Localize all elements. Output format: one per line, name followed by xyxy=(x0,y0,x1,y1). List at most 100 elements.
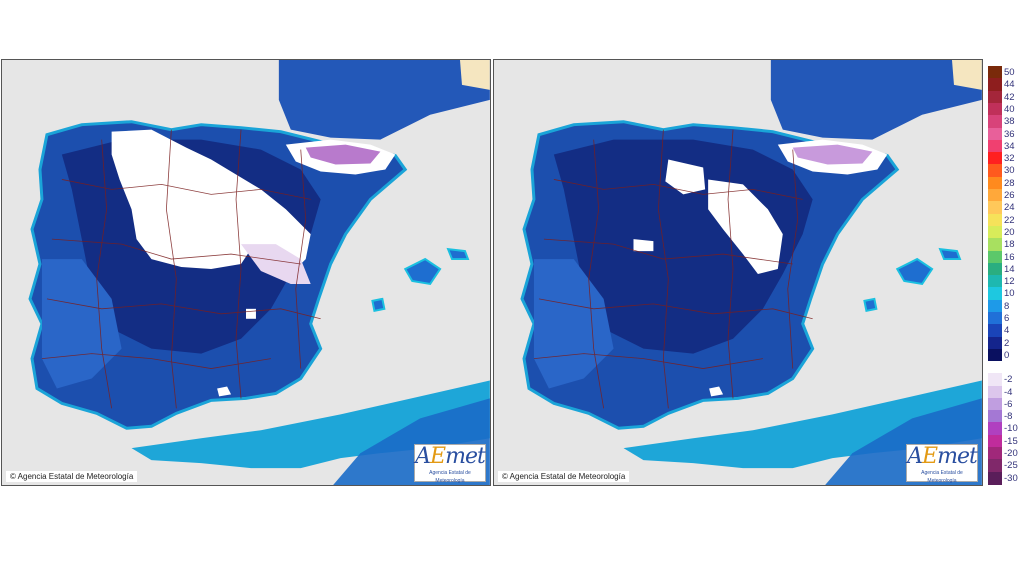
legend-item: -6 xyxy=(988,397,1020,411)
legend-swatch xyxy=(988,299,1002,313)
legend-label: 28 xyxy=(1004,177,1015,189)
legend-item: 2 xyxy=(988,336,1020,350)
legend-swatch xyxy=(988,287,1002,301)
legend-swatch xyxy=(988,397,1002,411)
legend-label: 8 xyxy=(1004,300,1010,312)
aemet-logo: AEmet Agencia Estatal de Meteorología xyxy=(906,444,978,484)
map-panel-left: © Agencia Estatal de Meteorología AEmet … xyxy=(1,59,491,486)
legend-label: -25 xyxy=(1004,460,1018,472)
legend-item: 24 xyxy=(988,201,1020,215)
color-legend: 50 44 42 40 38 36 34 32 30 28 26 24 22 20 18 16 14 12 10 8 6… xyxy=(988,66,1020,486)
legend-label: 44 xyxy=(1004,79,1015,91)
legend-swatch xyxy=(988,201,1002,215)
legend-label: 40 xyxy=(1004,103,1015,115)
legend-swatch xyxy=(988,447,1002,460)
legend-swatch xyxy=(988,78,1002,92)
legend-label: 26 xyxy=(1004,190,1015,201)
legend-item: 34 xyxy=(988,139,1020,153)
temperature-map-right xyxy=(494,60,982,485)
legend-label: -4 xyxy=(1004,386,1013,398)
legend-swatch xyxy=(988,90,1002,104)
legend-swatch xyxy=(988,176,1002,190)
legend-label: 0 xyxy=(1004,349,1010,361)
copyright-label: © Agencia Estatal de Meteorología xyxy=(6,471,138,482)
legend-swatch xyxy=(988,312,1002,325)
legend-item: -10 xyxy=(988,422,1020,436)
legend-swatch xyxy=(988,348,1002,362)
legend-item: 44 xyxy=(988,78,1020,92)
legend-swatch xyxy=(988,471,1002,485)
legend-swatch xyxy=(988,459,1002,473)
logo-text: AEmet xyxy=(415,444,486,469)
legend-swatch xyxy=(988,385,1002,399)
legend-item: 42 xyxy=(988,90,1020,104)
legend-item: 0 xyxy=(988,348,1020,362)
legend-label: 2 xyxy=(1004,337,1010,349)
legend-item: 38 xyxy=(988,115,1020,129)
legend-item: 26 xyxy=(988,189,1020,202)
legend-item: -8 xyxy=(988,410,1020,424)
legend-label: 50 xyxy=(1004,67,1015,78)
legend-swatch xyxy=(988,262,1002,276)
legend-swatch xyxy=(988,115,1002,129)
legend-label: -10 xyxy=(1004,423,1018,435)
legend-item: 14 xyxy=(988,262,1020,276)
logo-subtitle: Agencia Estatal de Meteorología xyxy=(921,470,963,484)
legend-swatch xyxy=(988,225,1002,239)
legend-item: 22 xyxy=(988,213,1020,227)
legend-swatch xyxy=(988,66,1002,79)
legend-label: 34 xyxy=(1004,140,1015,152)
legend-item: 28 xyxy=(988,176,1020,190)
legend-label: -8 xyxy=(1004,411,1013,423)
legend-swatch xyxy=(988,102,1002,116)
legend-label: 24 xyxy=(1004,202,1015,214)
legend-label: -15 xyxy=(1004,435,1018,447)
logo-text: AEmet xyxy=(907,444,978,469)
aemet-logo: AEmet Agencia Estatal de Meteorología xyxy=(414,444,486,484)
legend-label: 32 xyxy=(1004,153,1015,165)
legend-swatch xyxy=(988,189,1002,202)
legend-label: 4 xyxy=(1004,325,1010,337)
legend-item: 40 xyxy=(988,102,1020,116)
legend-item: -15 xyxy=(988,434,1020,448)
legend-swatch xyxy=(988,422,1002,436)
legend-item: 20 xyxy=(988,225,1020,239)
legend-item: -20 xyxy=(988,447,1020,460)
legend-item: -25 xyxy=(988,459,1020,473)
legend-swatch xyxy=(988,213,1002,227)
legend-item: 30 xyxy=(988,164,1020,178)
legend-label: 12 xyxy=(1004,276,1015,288)
copyright-label: © Agencia Estatal de Meteorología xyxy=(498,471,630,482)
legend-label: 10 xyxy=(1004,288,1015,300)
legend-label: 36 xyxy=(1004,128,1015,140)
legend-item: -4 xyxy=(988,385,1020,399)
map-panel-right: © Agencia Estatal de Meteorología AEmet … xyxy=(493,59,983,486)
legend-label: 22 xyxy=(1004,214,1015,226)
legend-swatch xyxy=(988,139,1002,153)
legend-item: 6 xyxy=(988,312,1020,325)
legend-label: 30 xyxy=(1004,165,1015,177)
legend-label: 6 xyxy=(1004,313,1010,324)
legend-item: 16 xyxy=(988,250,1020,264)
legend-item: 50 xyxy=(988,66,1020,79)
legend-label: 18 xyxy=(1004,239,1015,251)
legend-item: 32 xyxy=(988,152,1020,166)
legend-item: 8 xyxy=(988,299,1020,313)
legend-label: 20 xyxy=(1004,226,1015,238)
legend-swatch xyxy=(988,238,1002,252)
legend-label: -20 xyxy=(1004,448,1018,459)
logo-subtitle: Agencia Estatal de Meteorología xyxy=(429,470,471,484)
legend-swatch xyxy=(988,127,1002,141)
legend-swatch xyxy=(988,275,1002,289)
temperature-map-left xyxy=(2,60,490,485)
legend-item: 36 xyxy=(988,127,1020,141)
legend-item: -2 xyxy=(988,373,1020,387)
legend-label: 38 xyxy=(1004,116,1015,128)
legend-swatch xyxy=(988,336,1002,350)
legend-swatch xyxy=(988,373,1002,387)
legend-label: 16 xyxy=(1004,251,1015,263)
legend-item: 18 xyxy=(988,238,1020,252)
legend-label: -2 xyxy=(1004,374,1013,386)
legend-item: -30 xyxy=(988,471,1020,485)
legend-swatch xyxy=(988,164,1002,178)
